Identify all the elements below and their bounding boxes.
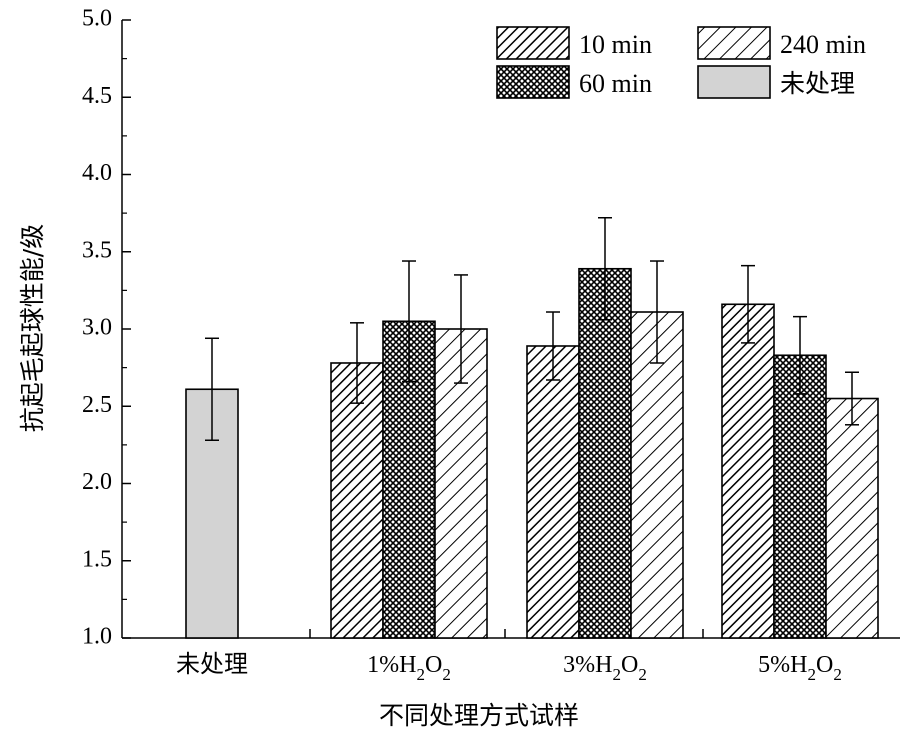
x-axis: 未处理 1%H2O2 3%H2O2 5%H2O2	[176, 629, 842, 684]
legend-label: 未处理	[780, 69, 855, 98]
x-axis-title: 不同处理方式试样	[379, 701, 579, 730]
legend: 10 min 240 min 60 min 未处理	[496, 26, 866, 99]
legend-swatch	[697, 65, 771, 99]
x-category-label: 3%H2O2	[563, 652, 647, 684]
legend-label: 240 min	[780, 30, 866, 59]
y-tick-label: 4.0	[82, 160, 112, 186]
legend-label: 10 min	[579, 30, 652, 59]
bar	[578, 267, 632, 639]
bar	[330, 362, 384, 639]
y-tick-label: 5.0	[82, 6, 112, 32]
bar	[721, 303, 775, 639]
x-category-label: 1%H2O2	[367, 652, 451, 684]
y-tick-label: 3.5	[82, 237, 112, 263]
legend-label: 60 min	[579, 69, 652, 98]
y-axis-title: 抗起毛起球性能/级	[18, 224, 47, 432]
bar	[526, 345, 580, 639]
x-category-label: 5%H2O2	[758, 652, 842, 684]
y-axis: 1.0 1.5 2.0 2.5 3.0 3.5 4.0 4.5 5.0	[82, 6, 131, 650]
y-tick-label: 2.0	[82, 469, 112, 495]
legend-swatch	[697, 26, 771, 60]
bar	[773, 354, 827, 639]
x-category-label: 未处理	[176, 650, 248, 678]
y-tick-label: 4.5	[82, 83, 112, 109]
bars-layer	[185, 217, 879, 639]
y-tick-label: 2.5	[82, 392, 112, 418]
y-tick-label: 3.0	[82, 315, 112, 341]
legend-swatch	[496, 26, 570, 60]
legend-swatch	[496, 65, 570, 99]
bar	[630, 311, 684, 639]
y-tick-label: 1.5	[82, 546, 112, 572]
y-tick-label: 1.0	[82, 624, 112, 650]
bar	[825, 397, 879, 639]
